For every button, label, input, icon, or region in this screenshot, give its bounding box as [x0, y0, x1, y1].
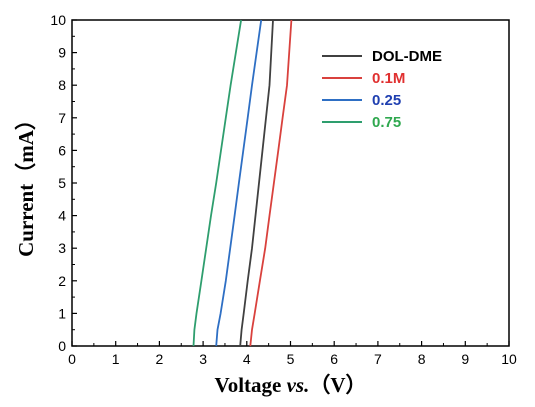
x-axis-title-italic: vs.: [287, 373, 310, 397]
y-tick-label: 7: [58, 110, 66, 126]
y-tick-label: 9: [58, 45, 66, 61]
y-tick-label: 3: [58, 240, 66, 256]
x-tick-label: 0: [68, 351, 76, 367]
y-axis-title: Current（mA）: [14, 109, 38, 257]
x-tick-label: 1: [112, 351, 120, 367]
legend-label-3: 0.25: [372, 92, 401, 109]
y-tick-label: 6: [58, 142, 66, 158]
y-tick-label: 1: [58, 305, 66, 321]
x-tick-label: 7: [374, 351, 382, 367]
x-tick-label: 10: [501, 351, 517, 367]
series-line-3: [215, 19, 263, 347]
ticks: [71, 19, 510, 347]
series-line-4: [192, 19, 242, 347]
x-tick-label: 4: [243, 351, 251, 367]
x-axis-title: Voltage vs.（V）: [214, 373, 366, 397]
x-tick-label: 5: [287, 351, 295, 367]
x-tick-label: 2: [156, 351, 164, 367]
y-tick-label: 2: [58, 273, 66, 289]
plot-frame: [71, 19, 510, 347]
legend-label-1: DOL-DME: [372, 48, 442, 65]
series-line-1: [239, 19, 274, 347]
y-tick-labels: 0 1 2 3 4 5 6 7 8 9 10: [50, 12, 66, 354]
y-tick-label: 8: [58, 77, 66, 93]
series-line-2: [249, 19, 293, 347]
x-tick-label: 9: [461, 351, 469, 367]
x-tick-label: 8: [418, 351, 426, 367]
x-axis-title-main: Voltage: [214, 373, 286, 397]
x-tick-label: 6: [330, 351, 338, 367]
legend: DOL-DME 0.1M 0.25 0.75: [322, 48, 442, 131]
series-group: [192, 19, 293, 347]
legend-label-2: 0.1M: [372, 70, 405, 87]
y-tick-label: 5: [58, 175, 66, 191]
y-tick-label: 4: [58, 208, 66, 224]
legend-label-4: 0.75: [372, 114, 401, 131]
y-tick-label: 10: [50, 12, 66, 28]
y-tick-label: 0: [58, 338, 66, 354]
x-tick-label: 3: [199, 351, 207, 367]
x-tick-labels: 0 1 2 3 4 5 6 7 8 9 10: [68, 351, 517, 367]
x-axis-title-unit: （V）: [309, 373, 366, 397]
